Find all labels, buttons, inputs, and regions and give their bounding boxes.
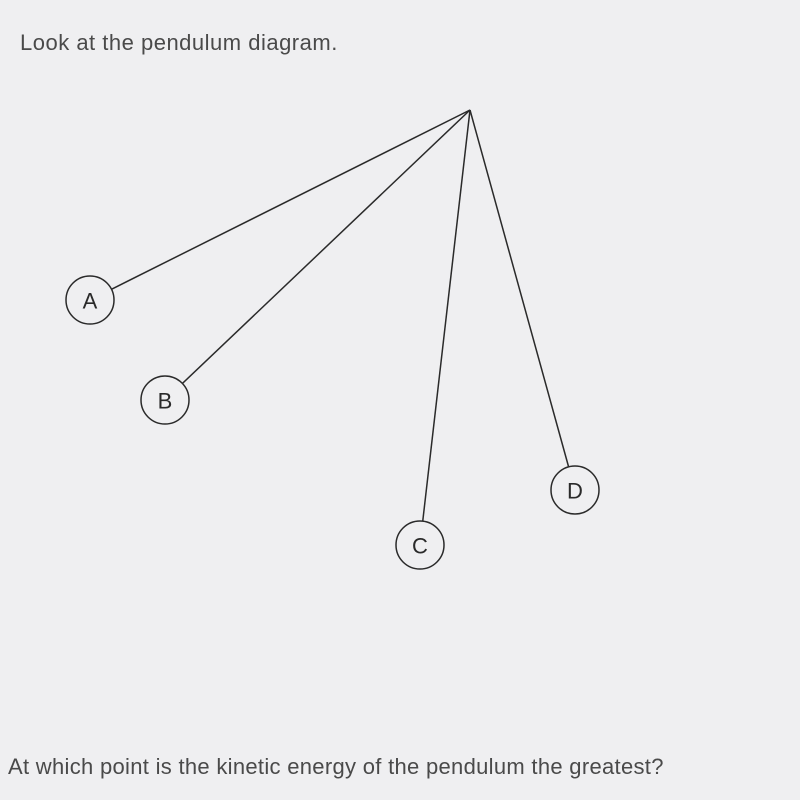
question-ask: At which point is the kinetic energy of …	[8, 754, 664, 780]
pendulum-diagram: A B C D	[50, 90, 650, 640]
pendulum-string-c	[423, 110, 470, 521]
pendulum-label-b: B	[158, 389, 173, 414]
pendulum-svg: A B C D	[50, 90, 650, 640]
pendulum-nodes: A B C D	[66, 276, 599, 569]
pendulum-label-d: D	[567, 479, 583, 504]
pendulum-string-a	[111, 110, 470, 289]
pendulum-label-c: C	[412, 534, 428, 559]
pendulum-label-a: A	[83, 289, 98, 314]
pendulum-lines	[111, 110, 568, 521]
pendulum-string-d	[470, 110, 569, 467]
question-prompt: Look at the pendulum diagram.	[20, 30, 338, 56]
pendulum-string-b	[182, 110, 470, 383]
